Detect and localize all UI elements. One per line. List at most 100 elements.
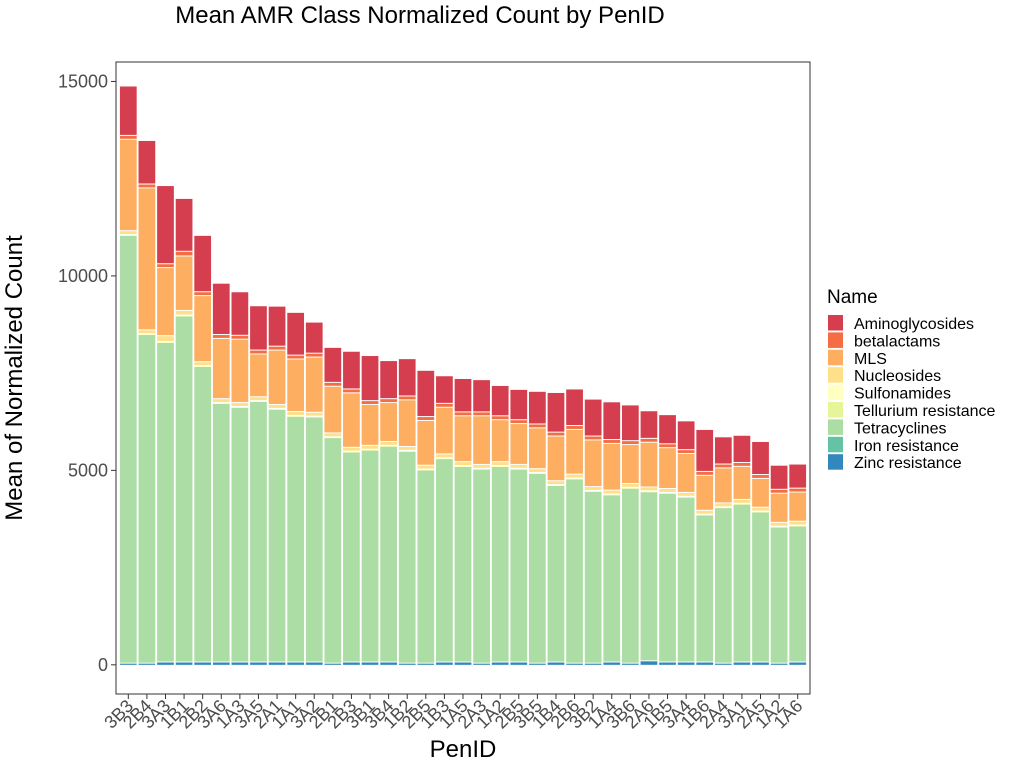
bar-segment (733, 662, 751, 665)
bar-segment (789, 525, 807, 527)
bar-segment (324, 437, 342, 439)
bar-segment (510, 662, 528, 665)
bar-segment (529, 469, 546, 473)
bar-segment (454, 466, 472, 467)
bar-segment (138, 184, 156, 188)
bar-segment (621, 405, 639, 441)
bar-segment (584, 399, 602, 436)
bar-segment (659, 448, 676, 489)
bar-segment (324, 438, 342, 663)
bar-segment (212, 662, 230, 665)
legend-swatch (828, 332, 843, 348)
bar-segment (677, 454, 695, 492)
bar-segment (305, 353, 323, 357)
bar-segment (714, 508, 732, 663)
bar-segment (361, 405, 379, 445)
bar-segment (436, 376, 453, 403)
bar-segment (752, 475, 769, 478)
bar-segment (547, 436, 565, 481)
bar-segment (696, 514, 714, 516)
bar-segment (305, 416, 323, 418)
bar-segment (529, 424, 546, 428)
bar-segment (473, 468, 490, 470)
bar-segment (157, 336, 174, 342)
bar-segment (436, 454, 453, 458)
bar-segment (696, 471, 714, 475)
bar-segment (194, 292, 212, 296)
bar-segment (268, 405, 286, 408)
bar-segment (119, 235, 137, 236)
bar-segment (324, 382, 342, 386)
plot-area (119, 86, 807, 665)
bar-segment (491, 466, 509, 662)
bar-segment (752, 512, 769, 662)
bar-segment (157, 342, 174, 343)
y-axis-title: Mean of Normalized Count (1, 235, 28, 521)
legend-label: MLS (854, 351, 887, 368)
bar-segment (603, 402, 621, 440)
bar-segment (287, 412, 305, 415)
bar-segment (547, 485, 565, 662)
bar-segment (677, 497, 695, 662)
bar-segment (343, 393, 360, 447)
bar-segment (603, 440, 621, 443)
bar-segment (212, 403, 230, 404)
legend-label: Iron resistance (854, 438, 959, 455)
bar-segment (714, 437, 732, 464)
bar-segment (510, 469, 528, 662)
bar-segment (231, 292, 249, 335)
bar-segment (752, 478, 769, 507)
bar-segment (603, 494, 621, 496)
bar-segment (640, 487, 658, 491)
bar-segment (566, 426, 583, 429)
bar-segment (640, 438, 658, 442)
bar-segment (398, 663, 416, 665)
bar-segment (305, 662, 323, 665)
bar-segment (789, 521, 807, 525)
bar-segment (621, 488, 639, 663)
bar-segment (417, 417, 435, 420)
bar-segment (714, 503, 732, 507)
bar-segment (454, 378, 472, 412)
bar-segment (380, 361, 397, 399)
bar-segment (343, 452, 360, 662)
bar-segment (380, 662, 397, 665)
bar-segment (157, 268, 174, 336)
bar-segment (714, 507, 732, 509)
legend-swatch (828, 454, 843, 470)
bar-segment (324, 663, 342, 665)
bar-segment (566, 478, 583, 480)
bar-segment (454, 416, 472, 462)
bar-segment (714, 468, 732, 503)
bar-segment (343, 662, 360, 665)
legend-swatch (828, 402, 843, 418)
bar-segment (436, 662, 453, 665)
legend-label: Tetracyclines (854, 420, 946, 437)
bar-segment (789, 526, 807, 662)
bar-segment (566, 479, 583, 663)
bar-segment (305, 322, 323, 353)
legend-swatch (828, 367, 843, 383)
bar-segment (268, 408, 286, 410)
legend-label: Zinc resistance (854, 455, 962, 472)
bar-segment (659, 415, 676, 444)
bar-segment (677, 450, 695, 454)
y-tick-label: 5000 (68, 460, 108, 480)
bar-segment (417, 370, 435, 417)
bar-segment (789, 492, 807, 521)
bar-segment (547, 481, 565, 485)
bar-segment (138, 334, 156, 336)
bar-segment (361, 445, 379, 449)
bar-segment (175, 315, 193, 317)
bar-segment (584, 436, 602, 440)
bar-segment (417, 663, 435, 665)
bar-segment (175, 662, 193, 665)
bar-segment (566, 389, 583, 426)
legend-label: Tellurium resistance (854, 403, 995, 420)
legend-swatch (828, 419, 843, 435)
bar-segment (250, 662, 267, 665)
bar-segment (473, 412, 490, 416)
bar-segment (714, 663, 732, 665)
bar-segment (250, 306, 267, 350)
